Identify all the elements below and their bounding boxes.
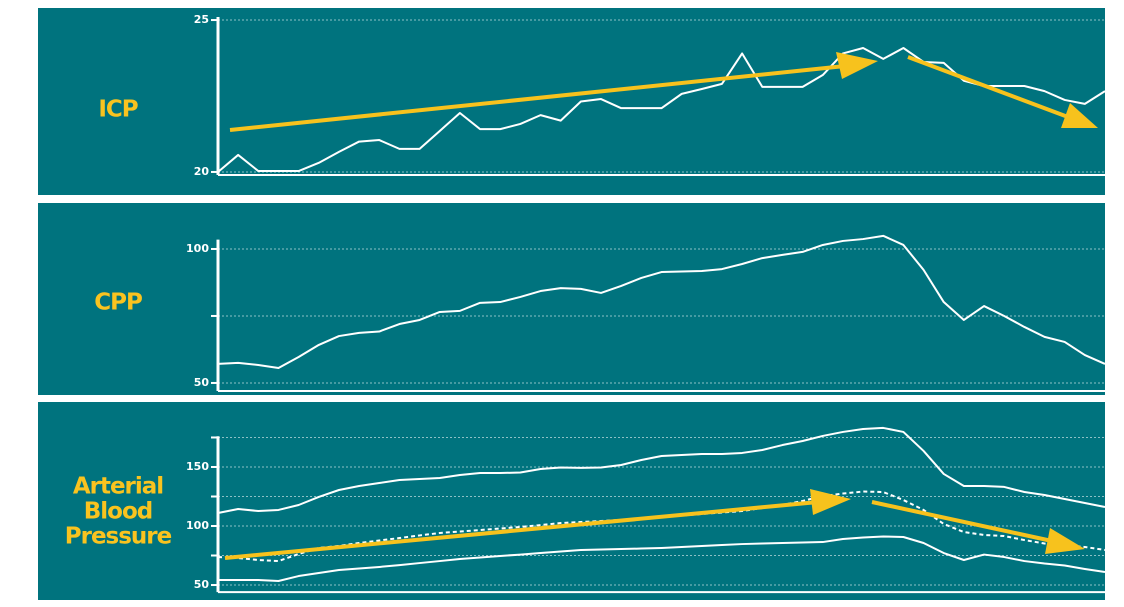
arrowhead: [836, 52, 878, 79]
y-tick-label: 20: [194, 165, 210, 178]
panel: [38, 203, 1105, 395]
data-line: [217, 234, 1106, 369]
arrow: [224, 500, 819, 560]
y-tick-label: 50: [194, 376, 210, 389]
y-tick-label: 100: [186, 519, 209, 532]
arrowhead: [1061, 103, 1098, 128]
plots: 20 25 50 100 50 100 150: [186, 13, 1106, 594]
y-tick-label: 50: [194, 578, 210, 591]
arrow: [871, 500, 1053, 543]
y-tick-label: 100: [186, 242, 209, 255]
trend-arrows: [224, 52, 1098, 560]
data-line: [217, 490, 1106, 563]
arrowhead: [1045, 528, 1085, 554]
data-line: [217, 426, 1106, 515]
y-tick-label: 25: [194, 13, 209, 26]
arrowhead: [810, 489, 851, 515]
arrow: [229, 64, 846, 132]
arrow: [907, 55, 1069, 119]
y-tick-label: 150: [186, 460, 209, 473]
data-line: [218, 535, 1106, 583]
panel-title: CPP: [94, 289, 143, 316]
panel-title: Arterial Blood Pressure: [64, 473, 173, 550]
panel: [38, 8, 1105, 195]
panel-title: ICP: [98, 96, 138, 123]
panel: [38, 402, 1105, 600]
